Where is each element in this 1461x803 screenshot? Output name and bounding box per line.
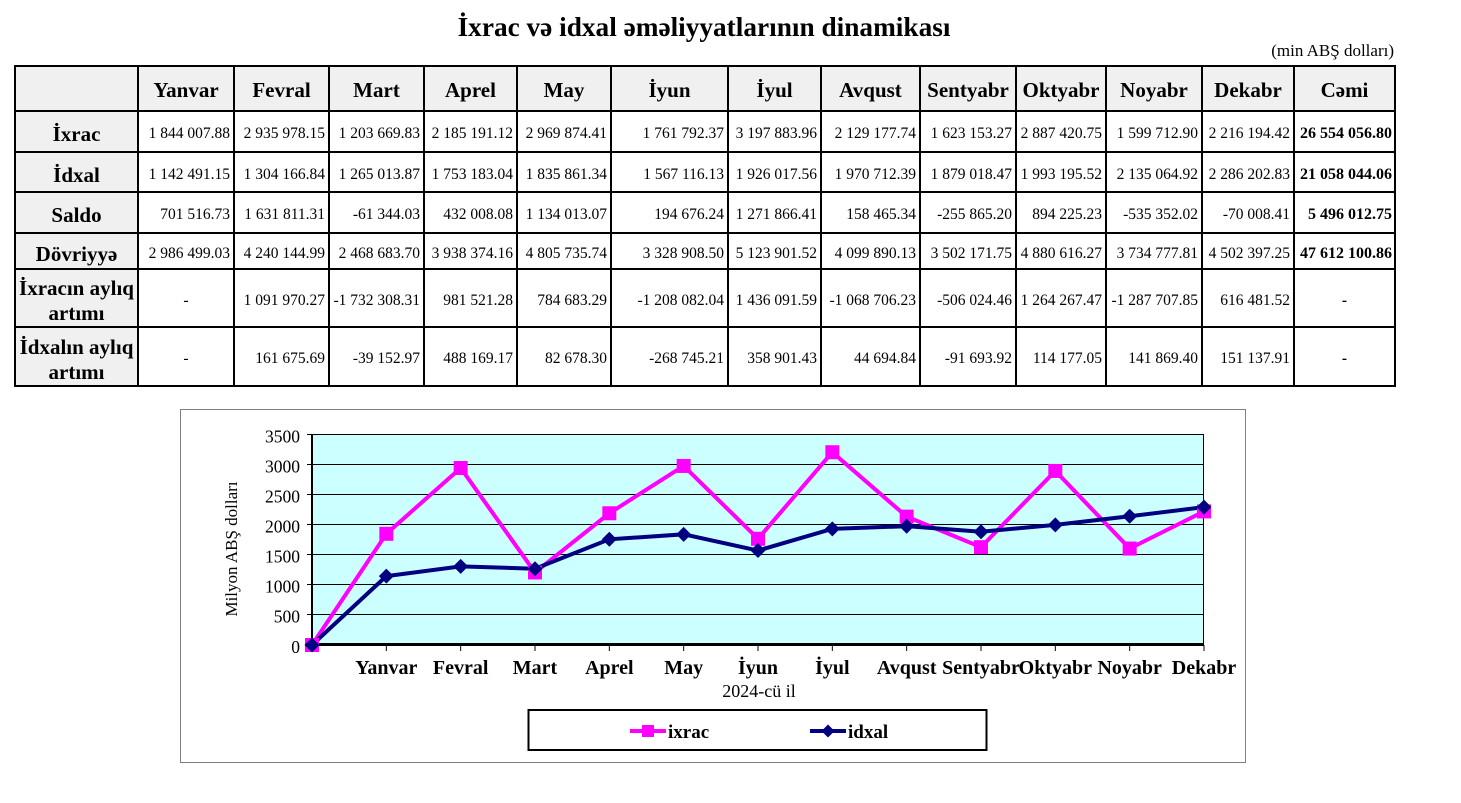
svg-text:Mart: Mart [513, 657, 558, 679]
svg-text:2000: 2000 [265, 517, 300, 537]
svg-text:0: 0 [291, 637, 300, 657]
svg-text:Oktyabr: Oktyabr [1019, 657, 1092, 679]
svg-text:Dekabr: Dekabr [1172, 657, 1237, 679]
svg-text:2500: 2500 [265, 487, 300, 507]
svg-text:ixrac: ixrac [668, 722, 709, 743]
svg-text:Noyabr: Noyabr [1097, 657, 1162, 679]
svg-text:İyun: İyun [738, 655, 778, 679]
svg-text:2024-cü il: 2024-cü il [722, 681, 796, 701]
svg-text:Aprel: Aprel [585, 657, 634, 679]
svg-text:May: May [664, 657, 703, 679]
svg-text:3000: 3000 [265, 457, 300, 477]
svg-text:1000: 1000 [265, 577, 300, 597]
svg-text:Fevral: Fevral [433, 657, 489, 679]
svg-text:İyul: İyul [815, 655, 850, 679]
svg-text:Avqust: Avqust [877, 657, 937, 679]
svg-text:Milyon ABŞ dolları: Milyon ABŞ dolları [222, 481, 241, 616]
svg-text:Yanvar: Yanvar [355, 657, 417, 679]
svg-text:500: 500 [274, 607, 301, 627]
svg-text:Sentyabr: Sentyabr [942, 657, 1020, 679]
svg-text:3500: 3500 [265, 427, 300, 447]
svg-text:1500: 1500 [265, 547, 300, 567]
svg-text:idxal: idxal [848, 722, 888, 743]
